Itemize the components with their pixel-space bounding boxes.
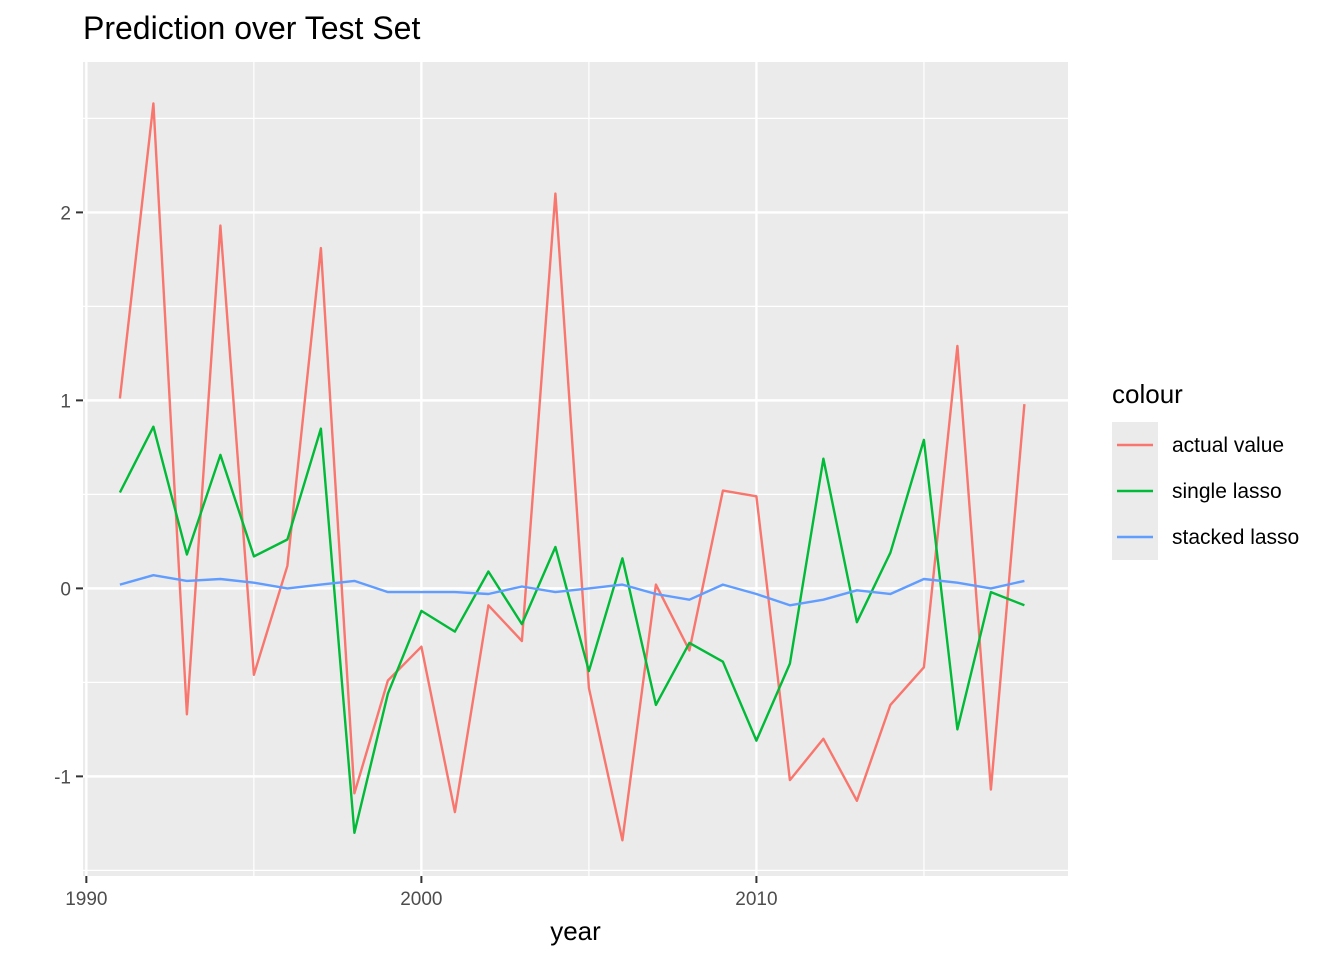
x-tick-label: 1990 [65, 889, 107, 910]
chart-title: Prediction over Test Set [83, 10, 420, 46]
y-tick-label: 2 [60, 203, 71, 224]
legend: colour actual value single lasso stacked l… [1112, 379, 1299, 560]
legend-title: colour [1112, 379, 1183, 409]
x-tick-label: 2010 [735, 889, 777, 910]
y-tick-label: 1 [60, 391, 71, 412]
plot-panel [83, 62, 1068, 876]
x-axis-title: year [550, 916, 601, 946]
y-axis: -1 0 1 2 [54, 203, 83, 788]
x-tick-label: 2000 [400, 889, 442, 910]
y-tick-label: 0 [60, 579, 71, 600]
legend-label: single lasso [1172, 480, 1282, 503]
legend-label: stacked lasso [1172, 526, 1299, 549]
series-line-single-lasso [118, 425, 1025, 834]
y-tick-label: -1 [54, 767, 71, 788]
series-line-stacked-lasso [119, 574, 1025, 607]
legend-label: actual value [1172, 434, 1284, 457]
series-line-actual-value [118, 102, 1026, 842]
x-axis: 1990 2000 2010 [65, 876, 778, 910]
series-lines [118, 102, 1026, 842]
